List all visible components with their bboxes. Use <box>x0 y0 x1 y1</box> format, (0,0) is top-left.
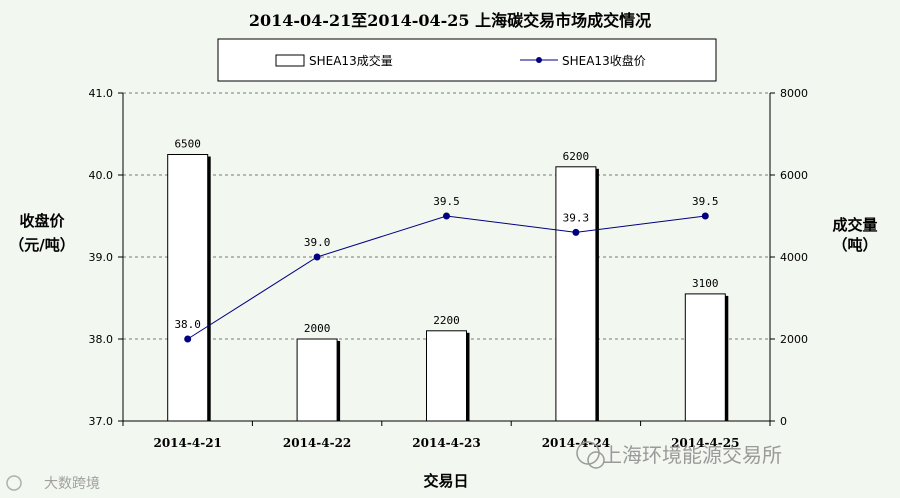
legend-bar-label: SHEA13成交量 <box>309 53 393 68</box>
watermark-right: 上海环境能源交易所 <box>576 441 782 469</box>
x-tick-label: 2014-4-21 <box>153 436 221 450</box>
line-value-label: 39.5 <box>692 195 719 208</box>
line-point <box>572 228 580 236</box>
bar <box>426 330 467 422</box>
bar-value-label: 2200 <box>433 314 460 327</box>
watermark-left-text: 大数跨境 <box>44 476 100 492</box>
y-left-tick-label: 37.0 <box>89 415 114 428</box>
bar-value-label: 6500 <box>174 138 201 151</box>
line-point <box>701 212 709 220</box>
y-left-tick-label: 39.0 <box>89 251 114 264</box>
y-right-title: 成交量 <box>832 216 877 234</box>
y-right-unit: （吨） <box>832 236 877 254</box>
watermark-right-text: 上海环境能源交易所 <box>602 443 782 467</box>
x-tick-label: 2014-4-24 <box>542 436 610 450</box>
y-left-tick-label: 41.0 <box>89 87 114 100</box>
legend-line-label: SHEA13收盘价 <box>562 53 646 68</box>
y-left-unit: （元/吨） <box>9 236 74 254</box>
legend-line-marker <box>536 57 542 63</box>
y-right-tick-label: 2000 <box>780 333 808 346</box>
bar-value-label: 2000 <box>304 322 331 335</box>
axes <box>118 92 775 426</box>
axis-titles: 收盘价 （元/吨） 成交量 （吨） 交易日 <box>9 212 877 490</box>
x-axis-title: 交易日 <box>423 472 468 490</box>
wechat-logo-icon-inner <box>587 451 605 469</box>
weibo-logo-icon <box>6 475 22 491</box>
y-left-tick-label: 38.0 <box>89 333 114 346</box>
x-tick-label: 2014-4-25 <box>671 436 739 450</box>
line-series <box>184 212 709 343</box>
line-point <box>184 335 192 343</box>
line-value-label: 39.0 <box>304 236 331 249</box>
line-point <box>313 253 321 261</box>
line-value-label: 39.3 <box>563 211 590 224</box>
y-left-tick-label: 40.0 <box>89 169 114 182</box>
bar-value-label: 6200 <box>563 150 590 163</box>
y-right-tick-label: 6000 <box>780 169 808 182</box>
legend: SHEA13成交量 SHEA13收盘价 <box>217 38 717 82</box>
y-right-tick-label: 0 <box>780 415 787 428</box>
data-labels: 6500 2000 2200 6200 3100 38.0 39.0 39.5 39.3 39.5 <box>174 138 718 336</box>
line-value-label: 38.0 <box>174 318 201 331</box>
bar-value-label: 3100 <box>692 277 719 290</box>
bar <box>167 154 209 422</box>
y-right-tick-label: 4000 <box>780 251 808 264</box>
bar <box>296 338 338 422</box>
line-value-label: 39.5 <box>433 195 460 208</box>
line-point <box>443 212 450 220</box>
x-tick-label: 2014-4-23 <box>412 436 480 450</box>
y-right-tick-label: 8000 <box>780 87 808 100</box>
chart-title: 2014-04-21至2014-04-25 上海碳交易市场成交情况 <box>249 11 651 30</box>
bar <box>684 293 726 422</box>
watermark-left: 大数跨境 <box>6 475 100 492</box>
tick-labels: 37.0 0 38.0 2000 39.0 4000 40.0 6000 41.0 8000 201… <box>89 87 809 450</box>
bar <box>555 166 597 422</box>
legend-bar-swatch <box>275 54 305 67</box>
x-tick-label: 2014-4-22 <box>283 436 351 450</box>
y-left-title: 收盘价 <box>19 212 65 230</box>
